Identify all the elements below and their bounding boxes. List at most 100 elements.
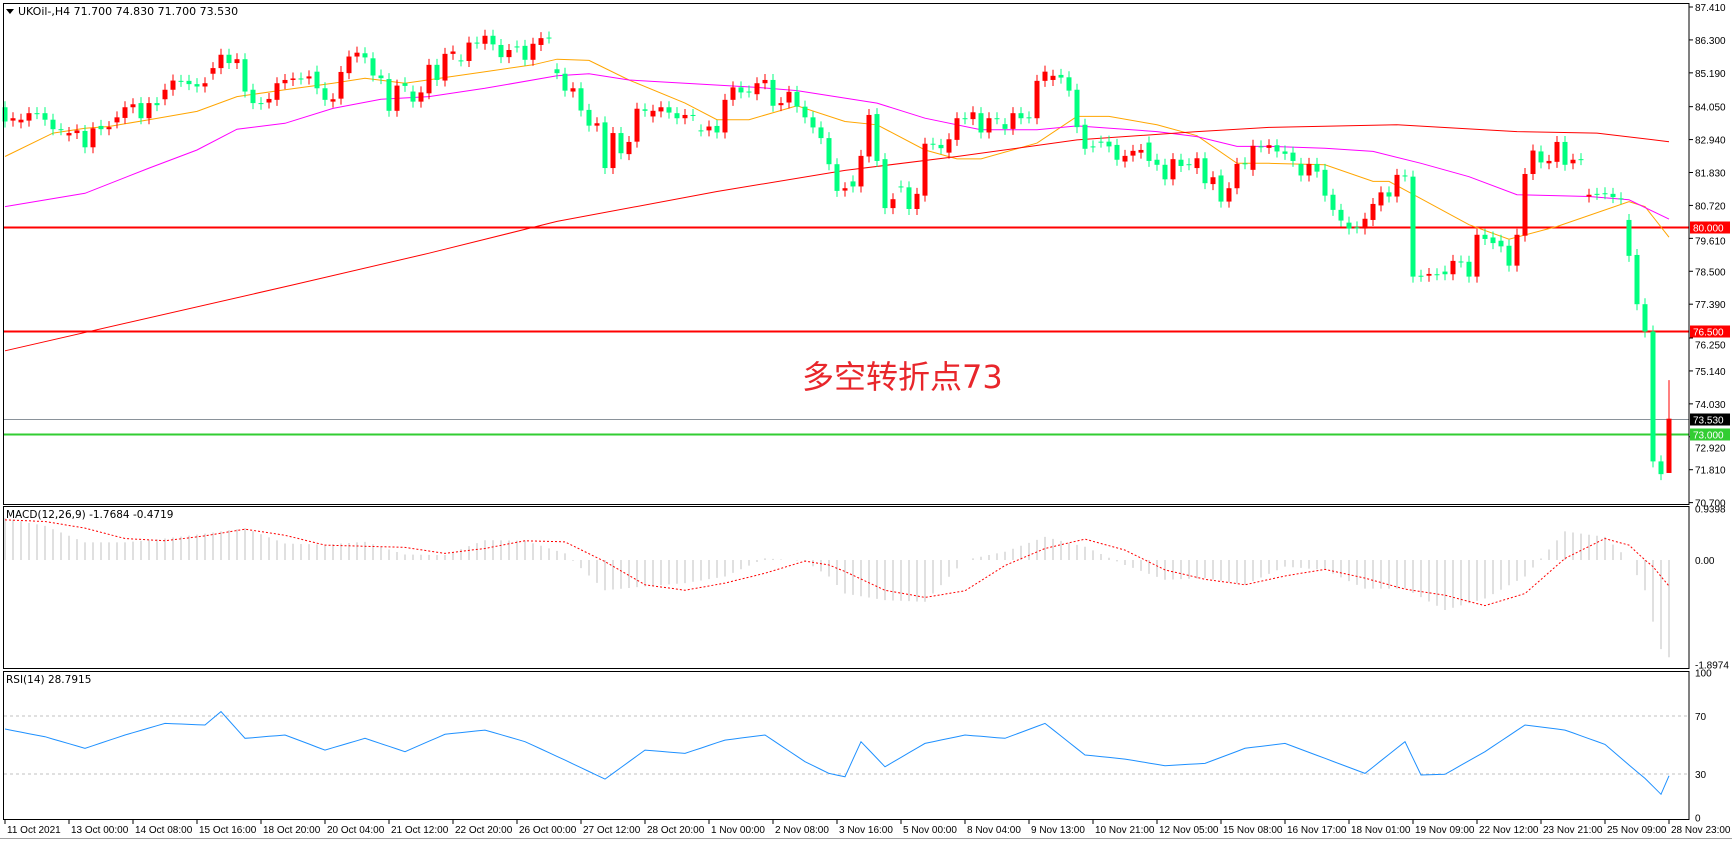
candle — [58, 123, 64, 136]
y-tick-label: 77.390 — [1695, 300, 1726, 311]
candle — [602, 116, 608, 175]
candle — [1586, 188, 1592, 203]
candle-body — [682, 114, 688, 119]
candle-body — [1130, 150, 1136, 156]
candle-body — [1650, 331, 1656, 462]
candle — [1634, 248, 1640, 311]
candle — [890, 193, 896, 215]
candle-body — [1354, 227, 1360, 229]
candle — [378, 69, 384, 85]
candle — [386, 73, 392, 117]
candle-body — [554, 69, 560, 74]
candle — [1474, 228, 1480, 283]
candle — [954, 112, 960, 146]
candle-body — [1146, 142, 1152, 161]
candle-body — [1498, 240, 1504, 247]
candle — [122, 101, 128, 124]
candle — [282, 73, 288, 90]
price-label-box — [1690, 221, 1730, 234]
x-tick-label: 21 Oct 12:00 — [391, 825, 449, 836]
candle — [898, 180, 904, 193]
candle-body — [1002, 124, 1008, 129]
candle — [746, 85, 752, 98]
candle-body — [1418, 275, 1424, 277]
candle-body — [194, 84, 200, 87]
macd-title: MACD(12,26,9) -1.7684 -0.4719 — [6, 509, 174, 521]
candle-body — [1282, 151, 1288, 154]
candle — [1346, 216, 1352, 235]
candle-body — [130, 104, 136, 108]
candle-body — [674, 113, 680, 119]
candle — [834, 158, 840, 197]
candle — [1282, 145, 1288, 160]
y-tick-label: 71.810 — [1695, 466, 1726, 477]
candle-body — [1090, 146, 1096, 148]
candle-body — [146, 103, 152, 119]
candle — [538, 32, 544, 51]
x-tick-label: 10 Nov 21:00 — [1095, 825, 1155, 836]
candle-body — [34, 113, 40, 115]
candle-body — [794, 91, 800, 107]
dropdown-triangle-icon[interactable] — [6, 9, 14, 14]
candle — [1466, 255, 1472, 283]
candle-body — [306, 76, 312, 79]
candle — [1514, 228, 1520, 272]
candle — [242, 53, 248, 98]
candle — [1290, 146, 1296, 167]
candle — [1394, 168, 1400, 203]
candle-body — [1434, 274, 1440, 276]
macd-panel[interactable] — [4, 518, 1670, 658]
candle — [490, 29, 496, 51]
price-label-box — [1690, 413, 1730, 426]
candle-body — [450, 51, 456, 54]
candle-body — [698, 130, 704, 132]
candle-body — [1586, 194, 1592, 197]
candle-body — [946, 139, 952, 153]
candle-body — [1194, 158, 1200, 169]
candle — [1442, 265, 1448, 281]
candle — [442, 47, 448, 87]
candle — [1650, 325, 1656, 468]
x-tick-label: 16 Nov 17:00 — [1287, 825, 1347, 836]
price-panel[interactable] — [2, 29, 1690, 481]
candle — [634, 102, 640, 148]
candle — [1234, 157, 1240, 195]
candle — [1490, 231, 1496, 250]
candle — [682, 108, 688, 125]
candle-body — [866, 114, 872, 157]
x-tick-label: 9 Nov 13:00 — [1031, 825, 1085, 836]
candle-body — [578, 88, 584, 111]
candle — [1010, 107, 1016, 135]
candle — [1266, 139, 1272, 154]
candle — [1610, 187, 1616, 204]
candle — [482, 29, 488, 50]
candle — [818, 121, 824, 145]
candle-body — [1570, 159, 1576, 164]
candle-body — [1578, 159, 1584, 161]
candle — [1546, 154, 1552, 170]
candle-body — [1362, 218, 1368, 229]
candle-body — [178, 80, 184, 82]
candle-body — [1458, 261, 1464, 263]
candle-body — [434, 64, 440, 80]
candle-body — [114, 117, 120, 123]
macd-panel-frame — [3, 506, 1690, 669]
x-tick-label: 28 Oct 20:00 — [647, 825, 705, 836]
candle — [1522, 167, 1528, 242]
rsi-panel[interactable] — [4, 710, 1689, 796]
y-tick-label: 75.140 — [1695, 367, 1726, 378]
candle — [1426, 267, 1432, 282]
candle — [554, 63, 560, 80]
candle-body — [842, 188, 848, 191]
candle — [338, 65, 344, 105]
candle — [1242, 157, 1248, 170]
candle-body — [90, 128, 96, 148]
candle-body — [530, 43, 536, 60]
candle-body — [266, 98, 272, 103]
y-tick-label: 81.830 — [1695, 169, 1726, 180]
rsi-tick-label: 30 — [1695, 770, 1707, 781]
candle-body — [226, 54, 232, 64]
candle-body — [626, 141, 632, 155]
candle-body — [1274, 145, 1280, 152]
